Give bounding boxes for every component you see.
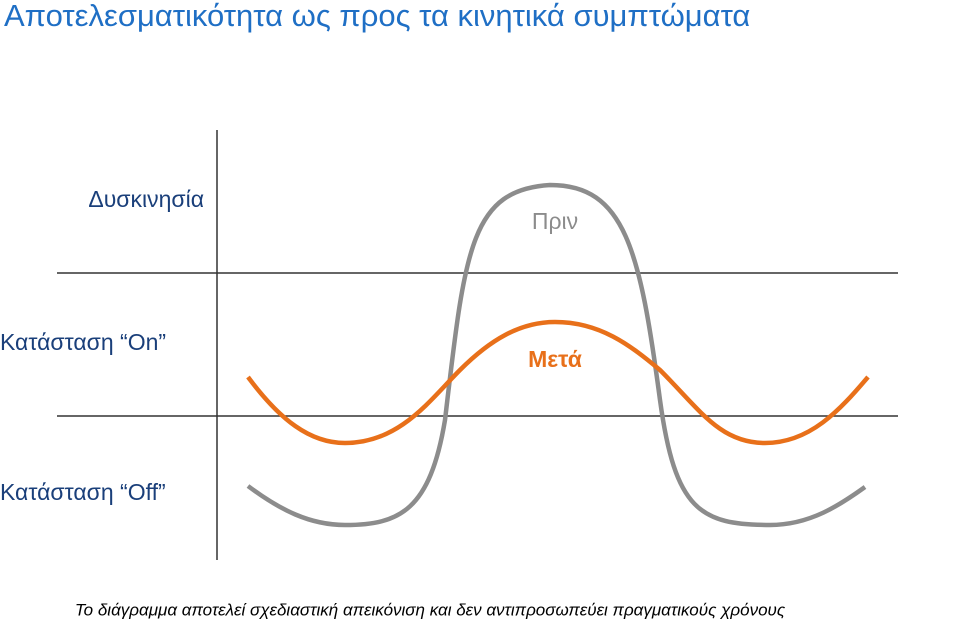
curve-label: Μετά: [528, 346, 582, 372]
curve-label: Πριν: [532, 208, 578, 234]
row-label: Κατάσταση “Off”: [0, 479, 166, 505]
before-curve: [246, 182, 867, 528]
title: Αποτελεσματικότητα ως προς τα κινητικά σ…: [4, 0, 750, 33]
row-label: Δυσκινησία: [88, 186, 204, 212]
after-curve: [246, 319, 870, 446]
row-label: Κατάσταση “On”: [0, 329, 166, 355]
footnote: Το διάγραμμα αποτελεί σχεδιαστική απεικό…: [75, 600, 786, 619]
